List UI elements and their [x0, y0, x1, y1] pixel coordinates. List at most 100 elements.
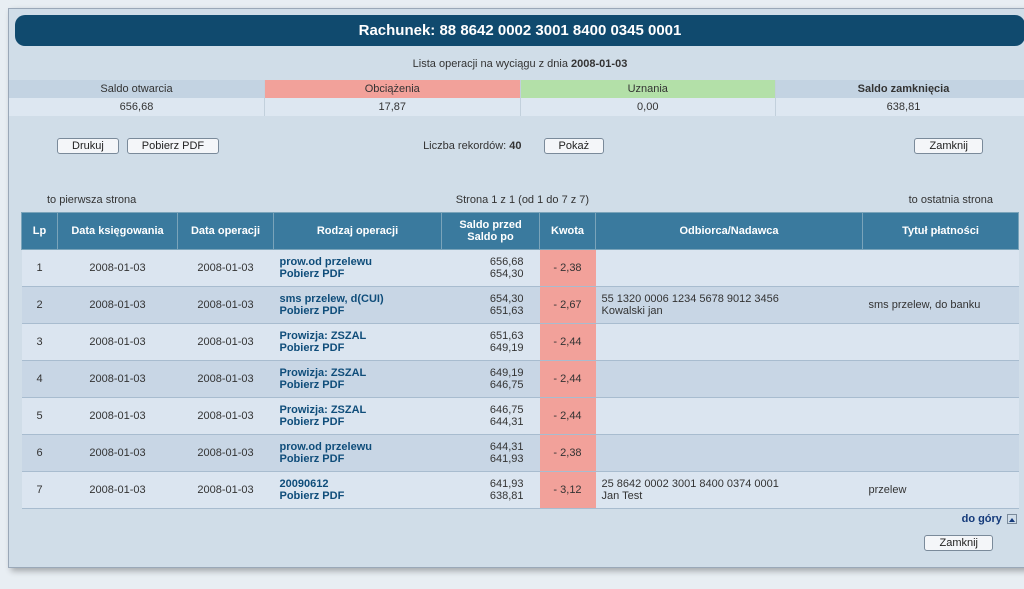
statement-subheader: Lista operacji na wyciągu z dnia 2008-01…	[9, 52, 1024, 80]
cell-party: 25 8642 0002 3001 8400 0374 0001Jan Test	[596, 472, 863, 509]
table-header: Rodzaj operacji	[274, 213, 442, 250]
cell-amount: - 2,44	[540, 361, 596, 398]
table-row: 22008-01-032008-01-03sms przelew, d(CUI)…	[22, 287, 1019, 324]
cell-title	[863, 435, 1019, 472]
cell-party	[596, 250, 863, 287]
operation-link[interactable]: prow.od przelewu	[280, 256, 436, 268]
controls-row: Drukuj Pobierz PDF Liczba rekordów: 40 P…	[9, 116, 1024, 164]
operation-link[interactable]: Prowizja: ZSZAL	[280, 330, 436, 342]
close-button-bottom[interactable]: Zamknij	[924, 535, 993, 551]
summary-header-close: Saldo zamknięcia	[776, 80, 1024, 98]
cell-balance: 649,19646,75	[442, 361, 540, 398]
cell-amount: - 2,44	[540, 398, 596, 435]
operation-link[interactable]: Prowizja: ZSZAL	[280, 404, 436, 416]
cell-title	[863, 250, 1019, 287]
cell-party	[596, 361, 863, 398]
summary-value-credit: 0,00	[520, 98, 776, 116]
cell-amount: - 2,44	[540, 324, 596, 361]
summary-header-open: Saldo otwarcia	[9, 80, 265, 98]
operation-link[interactable]: 20090612	[280, 478, 436, 490]
cell-date-op: 2008-01-03	[178, 472, 274, 509]
cell-date-book: 2008-01-03	[58, 250, 178, 287]
cell-operation: 20090612Pobierz PDF	[274, 472, 442, 509]
subhead-prefix: Lista operacji na wyciągu z dnia	[413, 58, 571, 70]
table-row: 52008-01-032008-01-03Prowizja: ZSZALPobi…	[22, 398, 1019, 435]
page-navigation: to pierwsza strona Strona 1 z 1 (od 1 do…	[9, 164, 1024, 212]
cell-party	[596, 398, 863, 435]
cell-lp: 7	[22, 472, 58, 509]
cell-date-op: 2008-01-03	[178, 287, 274, 324]
page-nav-first: to pierwsza strona	[47, 194, 136, 206]
subhead-date: 2008-01-03	[571, 58, 627, 70]
cell-date-book: 2008-01-03	[58, 324, 178, 361]
scroll-top-label: do góry	[962, 513, 1002, 525]
table-row: 32008-01-032008-01-03Prowizja: ZSZALPobi…	[22, 324, 1019, 361]
table-row: 62008-01-032008-01-03prow.od przelewuPob…	[22, 435, 1019, 472]
summary-value-open: 656,68	[9, 98, 265, 116]
table-header: Lp	[22, 213, 58, 250]
account-title: Rachunek: 88 8642 0002 3001 8400 0345 00…	[15, 15, 1024, 46]
download-pdf-button[interactable]: Pobierz PDF	[127, 138, 219, 154]
show-button[interactable]: Pokaż	[544, 138, 605, 154]
cell-operation: Prowizja: ZSZALPobierz PDF	[274, 361, 442, 398]
summary-header-debit: Obciążenia	[265, 80, 521, 98]
cell-date-book: 2008-01-03	[58, 287, 178, 324]
cell-title: przelew	[863, 472, 1019, 509]
cell-amount: - 2,38	[540, 435, 596, 472]
summary-header-credit: Uznania	[520, 80, 776, 98]
cell-lp: 4	[22, 361, 58, 398]
cell-balance: 644,31641,93	[442, 435, 540, 472]
table-row: 42008-01-032008-01-03Prowizja: ZSZALPobi…	[22, 361, 1019, 398]
table-header: Data księgowania	[58, 213, 178, 250]
table-row: 72008-01-032008-01-0320090612Pobierz PDF…	[22, 472, 1019, 509]
row-pdf-link[interactable]: Pobierz PDF	[280, 416, 436, 428]
cell-balance: 654,30651,63	[442, 287, 540, 324]
cell-lp: 3	[22, 324, 58, 361]
row-pdf-link[interactable]: Pobierz PDF	[280, 490, 436, 502]
table-header: Odbiorca/Nadawca	[596, 213, 863, 250]
page-nav-last: to ostatnia strona	[909, 194, 993, 206]
operation-link[interactable]: Prowizja: ZSZAL	[280, 367, 436, 379]
summary-value-debit: 17,87	[265, 98, 521, 116]
cell-title	[863, 398, 1019, 435]
cell-date-op: 2008-01-03	[178, 398, 274, 435]
cell-operation: sms przelew, d(CUI)Pobierz PDF	[274, 287, 442, 324]
cell-date-op: 2008-01-03	[178, 361, 274, 398]
operation-link[interactable]: prow.od przelewu	[280, 441, 436, 453]
cell-amount: - 3,12	[540, 472, 596, 509]
cell-date-book: 2008-01-03	[58, 361, 178, 398]
cell-party	[596, 435, 863, 472]
cell-party	[596, 324, 863, 361]
row-pdf-link[interactable]: Pobierz PDF	[280, 342, 436, 354]
row-pdf-link[interactable]: Pobierz PDF	[280, 268, 436, 280]
records-count: Liczba rekordów: 40	[227, 140, 535, 152]
cell-date-book: 2008-01-03	[58, 472, 178, 509]
cell-balance: 651,63649,19	[442, 324, 540, 361]
cell-balance: 656,68654,30	[442, 250, 540, 287]
cell-lp: 2	[22, 287, 58, 324]
cell-lp: 5	[22, 398, 58, 435]
operation-link[interactable]: sms przelew, d(CUI)	[280, 293, 436, 305]
cell-operation: prow.od przelewuPobierz PDF	[274, 435, 442, 472]
summary-value-close: 638,81	[776, 98, 1024, 116]
scroll-top-link[interactable]: do góry	[9, 509, 1024, 525]
statement-panel: Rachunek: 88 8642 0002 3001 8400 0345 00…	[8, 8, 1024, 568]
cell-party: 55 1320 0006 1234 5678 9012 3456Kowalski…	[596, 287, 863, 324]
row-pdf-link[interactable]: Pobierz PDF	[280, 453, 436, 465]
table-header: Tytuł płatności	[863, 213, 1019, 250]
cell-date-op: 2008-01-03	[178, 250, 274, 287]
cell-operation: Prowizja: ZSZALPobierz PDF	[274, 398, 442, 435]
row-pdf-link[interactable]: Pobierz PDF	[280, 379, 436, 391]
table-header: Saldo przedSaldo po	[442, 213, 540, 250]
row-pdf-link[interactable]: Pobierz PDF	[280, 305, 436, 317]
page-nav-mid: Strona 1 z 1 (od 1 do 7 z 7)	[456, 194, 589, 206]
cell-date-book: 2008-01-03	[58, 435, 178, 472]
cell-lp: 1	[22, 250, 58, 287]
cell-title	[863, 361, 1019, 398]
close-button-top[interactable]: Zamknij	[914, 138, 983, 154]
print-button[interactable]: Drukuj	[57, 138, 119, 154]
cell-balance: 641,93638,81	[442, 472, 540, 509]
cell-date-op: 2008-01-03	[178, 324, 274, 361]
cell-title	[863, 324, 1019, 361]
cell-date-book: 2008-01-03	[58, 398, 178, 435]
